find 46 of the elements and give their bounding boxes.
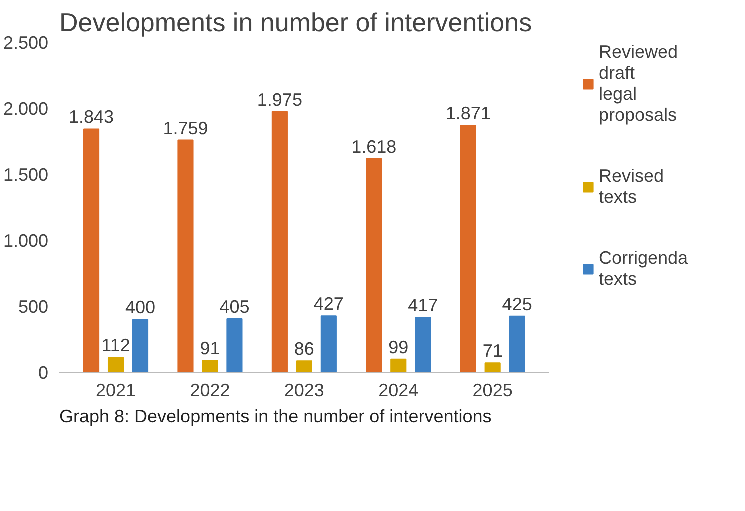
data-label: 1.843: [69, 107, 114, 128]
bar: [202, 360, 218, 372]
bar: [108, 357, 124, 372]
data-label: 1.975: [257, 90, 302, 110]
y-tick-label: 0: [38, 363, 49, 383]
data-label: 425: [502, 294, 532, 314]
data-label: 91: [200, 338, 220, 358]
bar: [460, 125, 476, 372]
y-tick-label: 1.000: [3, 231, 49, 251]
bar: [178, 140, 194, 372]
bar: [415, 316, 432, 372]
data-label: 71: [482, 341, 503, 362]
data-label: 417: [408, 295, 438, 316]
bar: [320, 316, 337, 372]
x-tick-label: 2021: [96, 380, 136, 400]
data-label: 427: [314, 294, 344, 314]
data-label: 400: [126, 298, 156, 318]
bar: [390, 358, 407, 372]
bar: [509, 316, 526, 372]
data-label: 1.759: [163, 118, 208, 138]
data-label: 86: [294, 339, 314, 360]
legend-label: Revised texts: [599, 166, 666, 208]
bar: [132, 319, 149, 372]
legend-label: Corrigenda texts: [599, 248, 690, 290]
data-label: 99: [388, 337, 409, 358]
bar: [83, 128, 100, 372]
caption: Graph 8: Developments in the number of interventions: [60, 406, 492, 426]
data-label: 405: [220, 297, 250, 318]
bar: [484, 362, 501, 372]
data-label: 1.618: [352, 136, 397, 157]
y-tick-label: 2.500: [3, 33, 49, 53]
x-tick-label: 2023: [284, 380, 324, 400]
x-tick-label: 2025: [472, 380, 513, 400]
bar: [226, 318, 243, 372]
legend-label: Reviewed draft legal proposals: [599, 42, 680, 126]
data-label: 1.871: [446, 104, 491, 124]
y-tick-label: 2.000: [3, 99, 49, 119]
chart-title: Developments in number of interventions: [60, 8, 532, 38]
bar: [366, 158, 382, 372]
y-tick-label: 1.500: [3, 165, 49, 185]
x-tick-label: 2024: [378, 380, 419, 400]
x-tick-label: 2022: [190, 380, 230, 400]
bar: [296, 360, 312, 372]
data-label: 112: [102, 336, 130, 356]
bar: [272, 111, 288, 372]
y-tick-label: 500: [18, 297, 49, 317]
